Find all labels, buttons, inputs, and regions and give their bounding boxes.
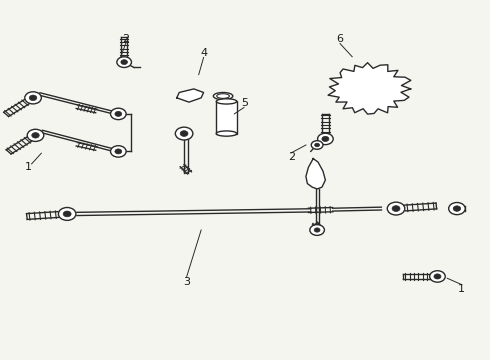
Circle shape [115, 111, 122, 116]
Circle shape [322, 136, 329, 141]
Circle shape [315, 143, 319, 147]
Ellipse shape [216, 99, 237, 104]
Polygon shape [306, 158, 325, 189]
Circle shape [121, 60, 127, 64]
Circle shape [32, 132, 39, 138]
Bar [216, 102, 237, 134]
Circle shape [310, 225, 324, 235]
Text: 2: 2 [288, 152, 295, 162]
Circle shape [58, 207, 76, 220]
Circle shape [29, 95, 37, 100]
Ellipse shape [213, 93, 233, 100]
Text: 6: 6 [337, 34, 343, 44]
Text: 5: 5 [242, 98, 248, 108]
Circle shape [111, 146, 126, 157]
Circle shape [117, 57, 131, 67]
Circle shape [180, 131, 188, 136]
Circle shape [111, 108, 126, 120]
Polygon shape [177, 89, 203, 102]
Circle shape [434, 274, 441, 279]
Circle shape [453, 206, 461, 211]
Text: 1: 1 [458, 284, 466, 294]
Circle shape [314, 228, 320, 232]
Circle shape [430, 271, 445, 282]
Circle shape [63, 211, 71, 217]
Polygon shape [328, 63, 411, 114]
Circle shape [449, 203, 465, 215]
Circle shape [387, 202, 405, 215]
Text: 2: 2 [122, 34, 129, 44]
Circle shape [115, 149, 122, 154]
Circle shape [175, 127, 193, 140]
Text: 1: 1 [24, 162, 32, 172]
Ellipse shape [217, 94, 229, 98]
Circle shape [318, 133, 333, 145]
Ellipse shape [216, 131, 237, 136]
Circle shape [311, 141, 323, 149]
Circle shape [27, 129, 44, 141]
Text: 3: 3 [183, 277, 190, 287]
Text: 4: 4 [200, 48, 207, 58]
Circle shape [25, 92, 41, 104]
Circle shape [392, 206, 400, 211]
